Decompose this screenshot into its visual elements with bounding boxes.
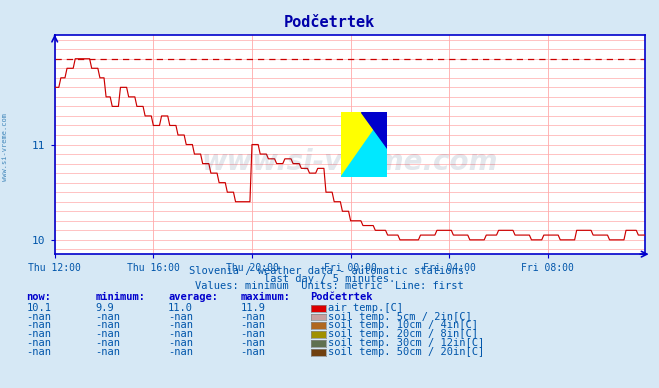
Text: -nan: -nan xyxy=(96,329,121,340)
Text: Slovenia / weather data - automatic stations.: Slovenia / weather data - automatic stat… xyxy=(189,266,470,276)
Text: -nan: -nan xyxy=(168,312,193,322)
Text: -nan: -nan xyxy=(241,312,266,322)
Text: Podčetrtek: Podčetrtek xyxy=(310,292,372,302)
Text: -nan: -nan xyxy=(168,347,193,357)
Text: -nan: -nan xyxy=(26,312,51,322)
Text: -nan: -nan xyxy=(26,329,51,340)
Text: 11.0: 11.0 xyxy=(168,303,193,313)
Text: Values: minimum  Units: metric  Line: first: Values: minimum Units: metric Line: firs… xyxy=(195,281,464,291)
Text: Podčetrtek: Podčetrtek xyxy=(284,15,375,30)
Text: -nan: -nan xyxy=(26,347,51,357)
Text: 11.9: 11.9 xyxy=(241,303,266,313)
Text: www.si-vreme.com: www.si-vreme.com xyxy=(202,148,498,176)
Text: 9.9: 9.9 xyxy=(96,303,114,313)
Polygon shape xyxy=(361,112,387,148)
Text: soil temp. 20cm / 8in[C]: soil temp. 20cm / 8in[C] xyxy=(328,329,478,340)
Text: maximum:: maximum: xyxy=(241,292,291,302)
Text: -nan: -nan xyxy=(168,329,193,340)
Text: -nan: -nan xyxy=(96,347,121,357)
Text: -nan: -nan xyxy=(168,338,193,348)
Text: 10.1: 10.1 xyxy=(26,303,51,313)
Text: soil temp. 10cm / 4in[C]: soil temp. 10cm / 4in[C] xyxy=(328,320,478,331)
Text: -nan: -nan xyxy=(26,320,51,331)
Text: -nan: -nan xyxy=(26,338,51,348)
Text: -nan: -nan xyxy=(168,320,193,331)
Text: soil temp. 50cm / 20in[C]: soil temp. 50cm / 20in[C] xyxy=(328,347,484,357)
Text: now:: now: xyxy=(26,292,51,302)
Text: minimum:: minimum: xyxy=(96,292,146,302)
Text: average:: average: xyxy=(168,292,218,302)
Polygon shape xyxy=(341,112,387,177)
Text: -nan: -nan xyxy=(241,329,266,340)
Text: air temp.[C]: air temp.[C] xyxy=(328,303,403,313)
Text: -nan: -nan xyxy=(241,338,266,348)
Text: -nan: -nan xyxy=(96,320,121,331)
Text: last day / 5 minutes.: last day / 5 minutes. xyxy=(264,274,395,284)
Text: soil temp. 5cm / 2in[C]: soil temp. 5cm / 2in[C] xyxy=(328,312,471,322)
Text: -nan: -nan xyxy=(241,320,266,331)
Polygon shape xyxy=(341,112,387,177)
Text: -nan: -nan xyxy=(96,312,121,322)
Text: www.si-vreme.com: www.si-vreme.com xyxy=(1,113,8,182)
Text: -nan: -nan xyxy=(241,347,266,357)
Text: -nan: -nan xyxy=(96,338,121,348)
Text: soil temp. 30cm / 12in[C]: soil temp. 30cm / 12in[C] xyxy=(328,338,484,348)
